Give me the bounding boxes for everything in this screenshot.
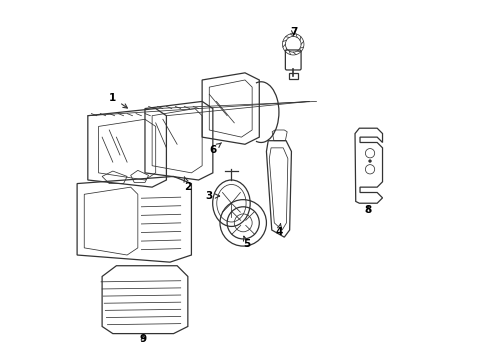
Circle shape [368,159,371,162]
Text: 4: 4 [275,224,283,237]
Text: 1: 1 [109,93,127,108]
Text: 7: 7 [290,27,297,37]
Text: 3: 3 [206,191,220,201]
Text: 8: 8 [365,205,372,215]
Text: 2: 2 [184,177,192,192]
Text: 5: 5 [243,236,250,249]
Text: 9: 9 [140,334,147,344]
Text: 6: 6 [209,143,221,155]
